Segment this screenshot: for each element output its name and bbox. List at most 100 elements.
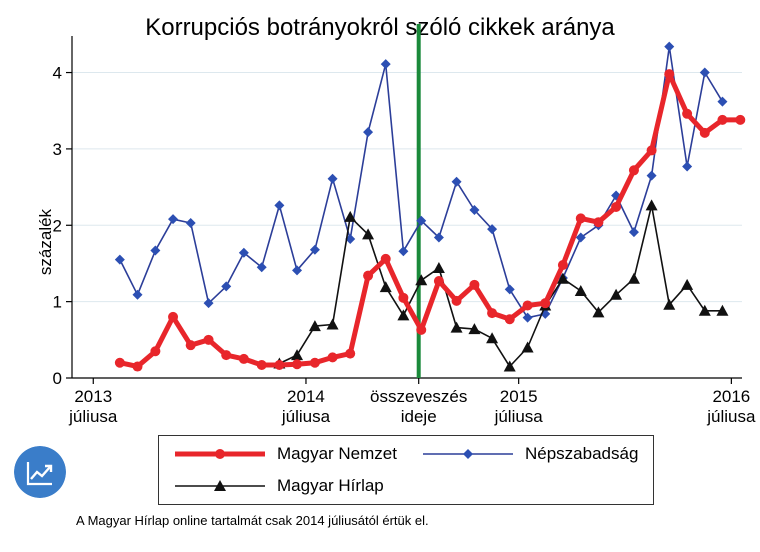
point-magyar-hirlap-14 [521, 341, 534, 353]
point-magyar-hirlap-7 [397, 309, 410, 321]
point-nepszabadsag-5 [203, 298, 214, 309]
legend-swatch-nepszabadsag [423, 449, 513, 459]
point-magyar-nemzet-11 [309, 357, 320, 368]
point-magyar-nemzet-28 [611, 201, 622, 212]
footnote: A Magyar Hírlap online tartalmát csak 20… [76, 513, 429, 528]
point-nepszabadsag-34 [717, 96, 728, 107]
x-tick-label-4-0: 2016 [712, 387, 750, 406]
point-magyar-nemzet-34 [717, 114, 728, 125]
point-magyar-nemzet-8 [256, 360, 267, 371]
point-nepszabadsag-22 [504, 284, 515, 295]
point-magyar-hirlap-25 [716, 304, 729, 316]
point-magyar-nemzet-3 [168, 311, 179, 322]
chart-title: Korrupciós botrányokról szóló cikkek ará… [145, 14, 615, 41]
point-nepszabadsag-16 [398, 246, 409, 257]
point-magyar-nemzet-14 [363, 270, 374, 281]
point-magyar-nemzet-32 [682, 108, 693, 119]
point-nepszabadsag-2 [150, 245, 161, 256]
point-nepszabadsag-0 [114, 254, 125, 265]
point-magyar-nemzet-9 [274, 360, 285, 371]
point-magyar-nemzet-15 [380, 253, 391, 264]
point-magyar-hirlap-24 [698, 304, 711, 316]
point-nepszabadsag-31 [664, 41, 675, 52]
x-tick-label-3-0: 2015 [500, 387, 538, 406]
point-magyar-hirlap-21 [645, 199, 658, 211]
point-magyar-hirlap-13 [503, 360, 516, 372]
point-nepszabadsag-10 [292, 265, 303, 276]
point-magyar-nemzet-22 [504, 314, 515, 325]
point-magyar-nemzet-26 [575, 213, 586, 224]
point-magyar-nemzet-27 [593, 217, 604, 228]
legend-swatch-magyar-hirlap [175, 480, 265, 491]
point-magyar-hirlap-5 [362, 228, 375, 240]
point-magyar-hirlap-4 [344, 210, 357, 222]
point-nepszabadsag-8 [256, 262, 267, 273]
series-line-magyar-hirlap [279, 204, 723, 368]
point-nepszabadsag-33 [699, 67, 710, 78]
point-magyar-nemzet-31 [664, 69, 675, 80]
x-tick-label-4-1: júliusa [706, 407, 756, 426]
trending-up-chart-icon [14, 446, 66, 498]
point-nepszabadsag-7 [238, 247, 249, 258]
y-tick-label-1: 1 [53, 293, 62, 312]
point-magyar-nemzet-24 [540, 298, 551, 309]
point-magyar-nemzet-30 [646, 145, 657, 156]
point-magyar-nemzet-12 [327, 352, 338, 363]
y-tick-label-4: 4 [53, 64, 62, 83]
point-magyar-nemzet-1 [132, 361, 143, 372]
point-magyar-hirlap-17 [574, 284, 587, 296]
x-tick-label-2-1: ideje [401, 407, 437, 426]
point-magyar-nemzet-4 [185, 340, 196, 351]
point-magyar-nemzet-10 [292, 359, 303, 370]
point-magyar-hirlap-12 [486, 332, 499, 344]
point-magyar-hirlap-3 [326, 318, 339, 330]
point-magyar-hirlap-9 [432, 262, 445, 274]
point-nepszabadsag-23 [522, 312, 533, 323]
point-magyar-nemzet-16 [398, 292, 409, 303]
legend-label-magyar-hirlap: Magyar Hírlap [277, 476, 384, 495]
point-magyar-hirlap-22 [663, 298, 676, 310]
legend-swatch-magyar-nemzet [175, 449, 265, 459]
point-magyar-nemzet-5 [203, 334, 214, 345]
point-magyar-hirlap-1 [291, 349, 304, 361]
point-magyar-hirlap-6 [379, 281, 392, 293]
point-nepszabadsag-3 [168, 214, 179, 225]
point-nepszabadsag-32 [682, 161, 693, 172]
point-nepszabadsag-21 [487, 224, 498, 235]
point-nepszabadsag-4 [185, 217, 196, 228]
point-magyar-hirlap-11 [468, 323, 481, 335]
legend-item-magyar-nemzet: Magyar Nemzet [173, 442, 397, 466]
point-magyar-nemzet-23 [522, 300, 533, 311]
point-nepszabadsag-1 [132, 289, 143, 300]
point-magyar-hirlap-20 [627, 272, 640, 284]
y-tick-label-2: 2 [53, 216, 62, 235]
legend-label-nepszabadsag: Népszabadság [525, 444, 639, 463]
point-magyar-nemzet-18 [433, 276, 444, 287]
legend-item-nepszabadsag: Népszabadság [421, 442, 638, 466]
point-magyar-nemzet-33 [699, 127, 710, 138]
point-nepszabadsag-15 [380, 59, 391, 70]
legend: Magyar Nemzet Népszabadság Magyar Hírlap [158, 435, 654, 505]
point-nepszabadsag-14 [363, 127, 374, 138]
x-tick-label-0-1: júliusa [68, 407, 118, 426]
legend-label-magyar-nemzet: Magyar Nemzet [277, 444, 397, 463]
point-nepszabadsag-30 [646, 170, 657, 181]
point-magyar-nemzet-21 [487, 308, 498, 319]
point-magyar-nemzet-29 [628, 165, 639, 176]
point-nepszabadsag-17 [416, 215, 427, 226]
y-tick-label-3: 3 [53, 140, 62, 159]
point-nepszabadsag-20 [469, 205, 480, 215]
point-magyar-nemzet-25 [557, 259, 568, 270]
point-magyar-hirlap-16 [556, 272, 569, 284]
point-magyar-nemzet-13 [345, 348, 356, 359]
point-nepszabadsag-11 [309, 244, 320, 255]
x-tick-label-1-0: 2014 [287, 387, 325, 406]
point-nepszabadsag-29 [628, 227, 639, 238]
legend-item-magyar-hirlap: Magyar Hírlap [173, 474, 384, 498]
point-magyar-hirlap-10 [450, 321, 463, 333]
point-nepszabadsag-26 [575, 232, 586, 243]
point-magyar-nemzet-7 [238, 353, 249, 364]
y-tick-label-0: 0 [53, 369, 62, 388]
x-tick-label-3-1: júliusa [494, 407, 544, 426]
